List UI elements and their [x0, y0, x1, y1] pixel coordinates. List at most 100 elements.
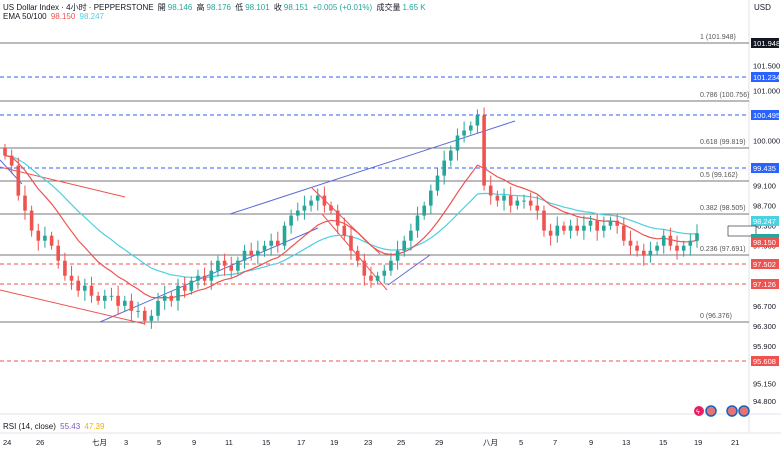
time-tick: 七月: [92, 438, 107, 447]
time-tick: 24: [3, 438, 11, 447]
close-label: 收: [273, 3, 282, 12]
candle: [462, 121, 466, 143]
time-tick: 19: [330, 438, 338, 447]
low-label: 低: [235, 3, 244, 12]
price-tick: 98.300: [753, 222, 776, 231]
time-tick: 9: [589, 438, 593, 447]
price-tick: 96.700: [753, 302, 776, 311]
trendline-rising-support: [99, 227, 319, 323]
rsi-legend[interactable]: RSI (14, close) 55.43 47.39: [3, 422, 106, 431]
candle: [475, 109, 480, 134]
high-value: 98.176: [206, 3, 231, 12]
price-tag: 95.608: [751, 356, 779, 366]
time-tick: 15: [262, 438, 270, 447]
svg-text:100.495: 100.495: [753, 111, 780, 120]
candle: [455, 128, 460, 161]
candle: [488, 175, 493, 205]
candle: [9, 149, 14, 174]
svg-text:99.435: 99.435: [753, 164, 776, 173]
time-tick: 八月: [483, 438, 498, 447]
rsi-value-2: 47.39: [84, 422, 105, 431]
price-tag: 100.495: [751, 110, 780, 120]
time-tick: 3: [124, 438, 128, 447]
candle: [695, 224, 699, 248]
candle: [528, 192, 533, 211]
price-tick: 98.700: [753, 202, 776, 211]
time-tick: 25: [397, 438, 405, 447]
candle: [96, 291, 100, 305]
candle: [688, 233, 693, 256]
candle: [3, 144, 7, 160]
candle: [508, 186, 513, 213]
time-tick: 19: [694, 438, 702, 447]
candle: [389, 252, 393, 276]
candle: [169, 290, 174, 307]
candle: [628, 230, 633, 255]
trendline-rising-2: [387, 254, 431, 286]
candle: [29, 205, 34, 237]
event-icons[interactable]: ϟ: [694, 405, 750, 417]
price-tag: 101.948: [751, 38, 780, 48]
time-tick: 11: [225, 438, 233, 447]
time-tick: 21: [731, 438, 739, 447]
price-tick: 95.900: [753, 342, 776, 351]
price-tag: 101.234: [751, 72, 780, 82]
fib-label: 0.236 (97.691): [700, 246, 746, 253]
ema-legend[interactable]: EMA 50/100 98.150 98.247: [3, 12, 106, 21]
candle: [136, 301, 140, 318]
svg-text:97.126: 97.126: [753, 280, 776, 289]
time-tick: 9: [192, 438, 196, 447]
svg-text:101.234: 101.234: [753, 73, 780, 82]
price-tick: 95.150: [753, 379, 776, 388]
candle: [435, 167, 440, 196]
time-tick: 5: [157, 438, 161, 447]
fib-label: 0.382 (98.505): [700, 205, 746, 212]
ema-label: EMA 50/100: [3, 12, 47, 21]
candle: [515, 196, 520, 210]
us-flag-icon: [705, 405, 717, 417]
candle: [642, 243, 646, 266]
candle: [182, 276, 187, 298]
price-tick: 94.800: [753, 397, 776, 406]
candle: [555, 216, 560, 243]
time-axis[interactable]: 24 26 七月 3 5 9 11 15 17 19 23 25 29 八月 5 7 9 13 15 19 21: [3, 438, 739, 447]
price-tick: 100.000: [753, 137, 780, 146]
candle: [202, 267, 207, 286]
candle: [162, 285, 167, 310]
candle: [149, 309, 154, 329]
candle: [668, 227, 673, 251]
price-tag: 99.435: [751, 163, 779, 173]
blue-dashed-levels: [0, 76, 749, 169]
svg-text:101.948: 101.948: [753, 39, 780, 48]
ema-slow-value: 98.247: [79, 12, 104, 21]
candle: [256, 240, 260, 265]
candle: [109, 287, 114, 301]
trendline-red-lower: [0, 289, 146, 325]
candle: [355, 245, 360, 267]
price-tag: USDX: [727, 225, 757, 237]
candle: [23, 185, 27, 220]
candle: [675, 235, 679, 260]
candle: [229, 256, 233, 278]
candle: [123, 295, 127, 312]
candle: [382, 264, 387, 284]
candle: [402, 235, 406, 257]
time-tick: 23: [364, 438, 372, 447]
candle: [302, 195, 307, 220]
candle: [76, 275, 80, 297]
rsi-value-1: 55.43: [60, 422, 81, 431]
candle: [36, 223, 41, 251]
candle: [282, 221, 287, 250]
candle: [429, 184, 433, 214]
us-flag-icon: [738, 405, 750, 417]
price-tag: 97.502: [751, 259, 779, 269]
change-value: +0.005 (+0.01%): [312, 3, 373, 12]
candle: [242, 244, 247, 269]
candle: [535, 195, 540, 220]
candle: [415, 206, 420, 238]
symbol-legend[interactable]: US Dollar Index · 4小时 · PEPPERSTONE 開 98.…: [3, 2, 428, 13]
candle: [249, 242, 253, 261]
candle: [595, 213, 599, 241]
candle: [236, 256, 240, 275]
